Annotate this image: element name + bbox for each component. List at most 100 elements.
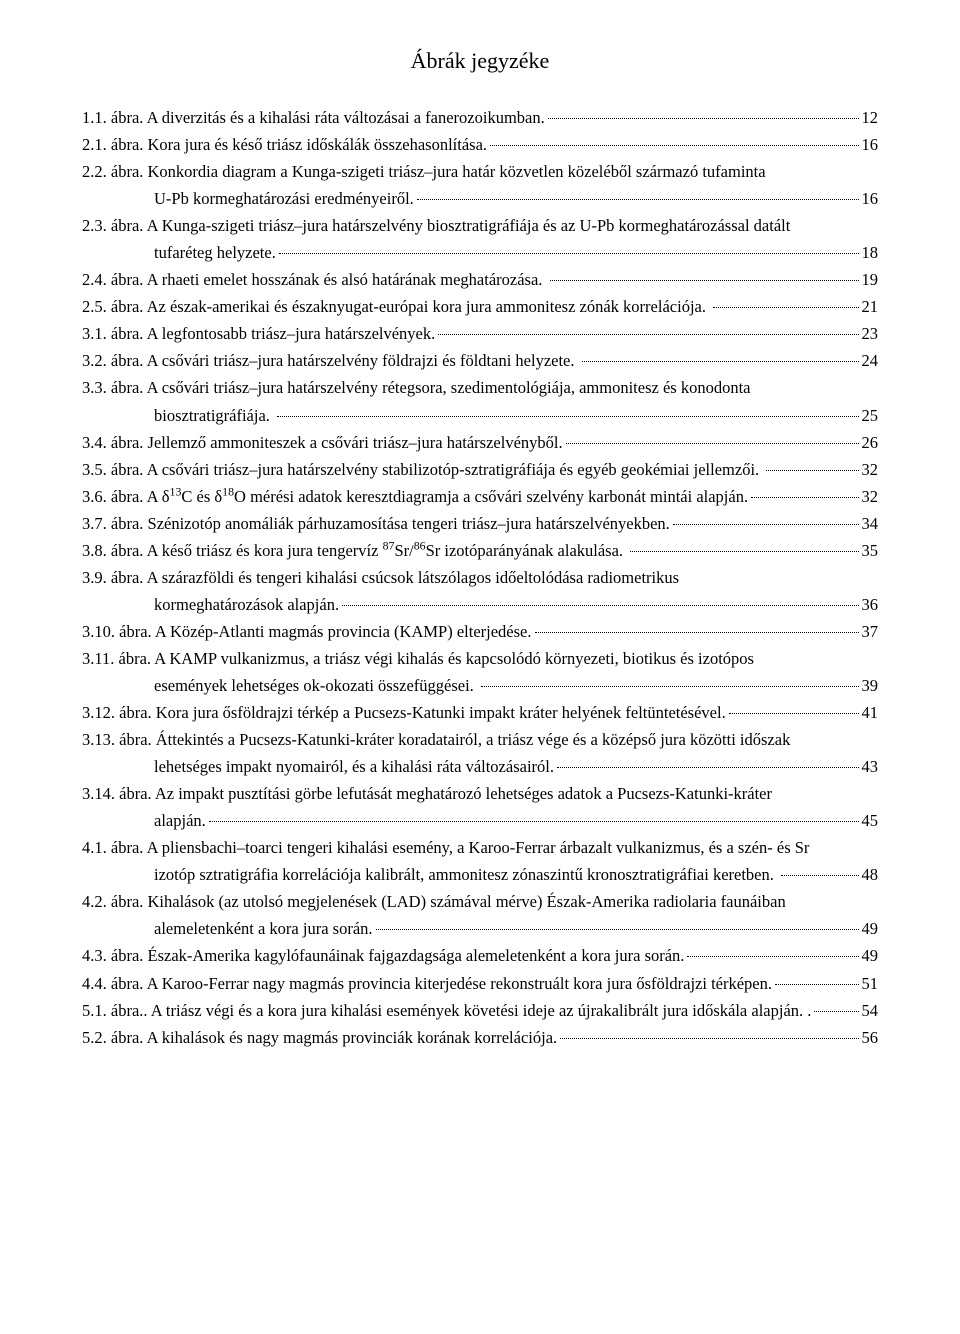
toc-line: alemeletenként a kora jura során.49 — [82, 915, 878, 942]
page-number: 45 — [862, 807, 879, 834]
dot-leader — [277, 416, 858, 417]
toc-line: 2.3. ábra. A Kunga-szigeti triász–jura h… — [82, 212, 878, 239]
toc-line: 3.5. ábra. A csővári triász–jura határsz… — [82, 456, 878, 483]
toc-line: 3.1. ábra. A legfontosabb triász–jura ha… — [82, 320, 878, 347]
toc-line: 2.5. ábra. Az észak-amerikai és északnyu… — [82, 293, 878, 320]
toc-entry: 2.4. ábra. A rhaeti emelet hosszának és … — [82, 266, 878, 293]
toc-text: 3.8. ábra. A késő triász és kora jura te… — [82, 537, 627, 564]
toc-text: 2.1. ábra. Kora jura és késő triász idős… — [82, 131, 487, 158]
toc-entry: 5.1. ábra.. A triász végi és a kora jura… — [82, 997, 878, 1024]
page-number: 36 — [862, 591, 879, 618]
toc-text: 4.3. ábra. Észak-Amerika kagylófaunáinak… — [82, 942, 684, 969]
toc-entry: 3.6. ábra. A δ13C és δ18O mérési adatok … — [82, 483, 878, 510]
page-number: 21 — [862, 293, 879, 320]
toc-text: 3.4. ábra. Jellemző ammoniteszek a csővá… — [82, 429, 563, 456]
page-number: 23 — [862, 320, 879, 347]
toc-text: 3.10. ábra. A Közép-Atlanti magmás provi… — [82, 618, 532, 645]
dot-leader — [535, 632, 859, 633]
toc-line: 3.14. ábra. Az impakt pusztítási görbe l… — [82, 780, 878, 807]
page-number: 32 — [862, 483, 879, 510]
toc-entry: 3.9. ábra. A szárazföldi és tengeri kiha… — [82, 564, 878, 618]
page-number: 51 — [862, 970, 879, 997]
page-number: 49 — [862, 915, 879, 942]
toc-line: izotóp sztratigráfia korrelációja kalibr… — [82, 861, 878, 888]
toc-line: 3.2. ábra. A csővári triász–jura határsz… — [82, 347, 878, 374]
toc-line: események lehetséges ok-okozati összefüg… — [82, 672, 878, 699]
dot-leader — [775, 984, 859, 985]
dot-leader — [376, 929, 859, 930]
toc-line: 4.4. ábra. A Karoo-Ferrar nagy magmás pr… — [82, 970, 878, 997]
toc-entry: 3.10. ábra. A Közép-Atlanti magmás provi… — [82, 618, 878, 645]
toc-text: lehetséges impakt nyomairól, és a kihalá… — [154, 753, 554, 780]
toc-line: 2.4. ábra. A rhaeti emelet hosszának és … — [82, 266, 878, 293]
toc-entry: 3.2. ábra. A csővári triász–jura határsz… — [82, 347, 878, 374]
toc-line: biosztratigráfiája. 25 — [82, 402, 878, 429]
dot-leader — [438, 334, 858, 335]
toc-entry: 3.12. ábra. Kora jura ősföldrajzi térkép… — [82, 699, 878, 726]
toc-line: lehetséges impakt nyomairól, és a kihalá… — [82, 753, 878, 780]
dot-leader — [751, 497, 858, 498]
toc-text: izotóp sztratigráfia korrelációja kalibr… — [154, 861, 778, 888]
dot-leader — [557, 767, 859, 768]
dot-leader — [342, 605, 858, 606]
toc-text: 3.2. ábra. A csővári triász–jura határsz… — [82, 347, 579, 374]
toc-line: 3.10. ábra. A Közép-Atlanti magmás provi… — [82, 618, 878, 645]
dot-leader — [560, 1038, 858, 1039]
dot-leader — [209, 821, 859, 822]
page-number: 48 — [862, 861, 879, 888]
toc-text: 3.9. ábra. A szárazföldi és tengeri kiha… — [82, 564, 679, 591]
dot-leader — [490, 145, 858, 146]
toc-line: 3.4. ábra. Jellemző ammoniteszek a csővá… — [82, 429, 878, 456]
toc-text: 3.11. ábra. A KAMP vulkanizmus, a triász… — [82, 645, 754, 672]
dot-leader — [673, 524, 859, 525]
page-number: 43 — [862, 753, 879, 780]
toc-line: 5.1. ábra.. A triász végi és a kora jura… — [82, 997, 878, 1024]
toc-entry: 5.2. ábra. A kihalások és nagy magmás pr… — [82, 1024, 878, 1051]
dot-leader — [417, 199, 859, 200]
toc-entry: 3.13. ábra. Áttekintés a Pucsezs-Katunki… — [82, 726, 878, 780]
dot-leader — [548, 118, 859, 119]
toc-text: 3.14. ábra. Az impakt pusztítási görbe l… — [82, 780, 772, 807]
toc-entry: 1.1. ábra. A diverzitás és a kihalási rá… — [82, 104, 878, 131]
toc-line: kormeghatározások alapján. 36 — [82, 591, 878, 618]
toc-text: 2.2. ábra. Konkordia diagram a Kunga-szi… — [82, 158, 766, 185]
toc-entry: 4.3. ábra. Észak-Amerika kagylófaunáinak… — [82, 942, 878, 969]
dot-leader — [566, 443, 859, 444]
toc-text: 3.12. ábra. Kora jura ősföldrajzi térkép… — [82, 699, 726, 726]
toc-text: 4.1. ábra. A pliensbachi–toarci tengeri … — [82, 834, 809, 861]
page-title: Ábrák jegyzéke — [82, 48, 878, 74]
toc-line: 5.2. ábra. A kihalások és nagy magmás pr… — [82, 1024, 878, 1051]
toc-text: 1.1. ábra. A diverzitás és a kihalási rá… — [82, 104, 545, 131]
page-number: 39 — [862, 672, 879, 699]
toc-text: U-Pb kormeghatározási eredményeiről. — [154, 185, 414, 212]
toc-line: 4.2. ábra. Kihalások (az utolsó megjelen… — [82, 888, 878, 915]
page-number: 24 — [862, 347, 879, 374]
page-number: 41 — [862, 699, 879, 726]
page-number: 32 — [862, 456, 879, 483]
dot-leader — [481, 686, 859, 687]
toc-line: 2.2. ábra. Konkordia diagram a Kunga-szi… — [82, 158, 878, 185]
toc-text: 5.1. ábra.. A triász végi és a kora jura… — [82, 997, 811, 1024]
dot-leader — [814, 1011, 858, 1012]
page-number: 12 — [862, 104, 879, 131]
toc-entry: 4.2. ábra. Kihalások (az utolsó megjelen… — [82, 888, 878, 942]
toc-entry: 2.1. ábra. Kora jura és késő triász idős… — [82, 131, 878, 158]
toc-line: 1.1. ábra. A diverzitás és a kihalási rá… — [82, 104, 878, 131]
toc-text: biosztratigráfiája. — [154, 402, 274, 429]
toc-entry: 3.8. ábra. A késő triász és kora jura te… — [82, 537, 878, 564]
page-number: 56 — [862, 1024, 879, 1051]
toc-text: 3.13. ábra. Áttekintés a Pucsezs-Katunki… — [82, 726, 790, 753]
toc-text: 2.4. ábra. A rhaeti emelet hosszának és … — [82, 266, 547, 293]
dot-leader — [687, 956, 858, 957]
toc-text: 4.4. ábra. A Karoo-Ferrar nagy magmás pr… — [82, 970, 772, 997]
toc-text: tufaréteg helyzete. — [154, 239, 276, 266]
dot-leader — [713, 307, 858, 308]
page-number: 16 — [862, 185, 879, 212]
toc-line: 3.3. ábra. A csővári triász–jura határsz… — [82, 374, 878, 401]
toc-entry: 3.7. ábra. Szénizotóp anomáliák párhuzam… — [82, 510, 878, 537]
toc-line: 3.11. ábra. A KAMP vulkanizmus, a triász… — [82, 645, 878, 672]
toc-line: alapján.45 — [82, 807, 878, 834]
toc-line: 3.12. ábra. Kora jura ősföldrajzi térkép… — [82, 699, 878, 726]
toc-text: kormeghatározások alapján. — [154, 591, 339, 618]
page-number: 18 — [862, 239, 879, 266]
